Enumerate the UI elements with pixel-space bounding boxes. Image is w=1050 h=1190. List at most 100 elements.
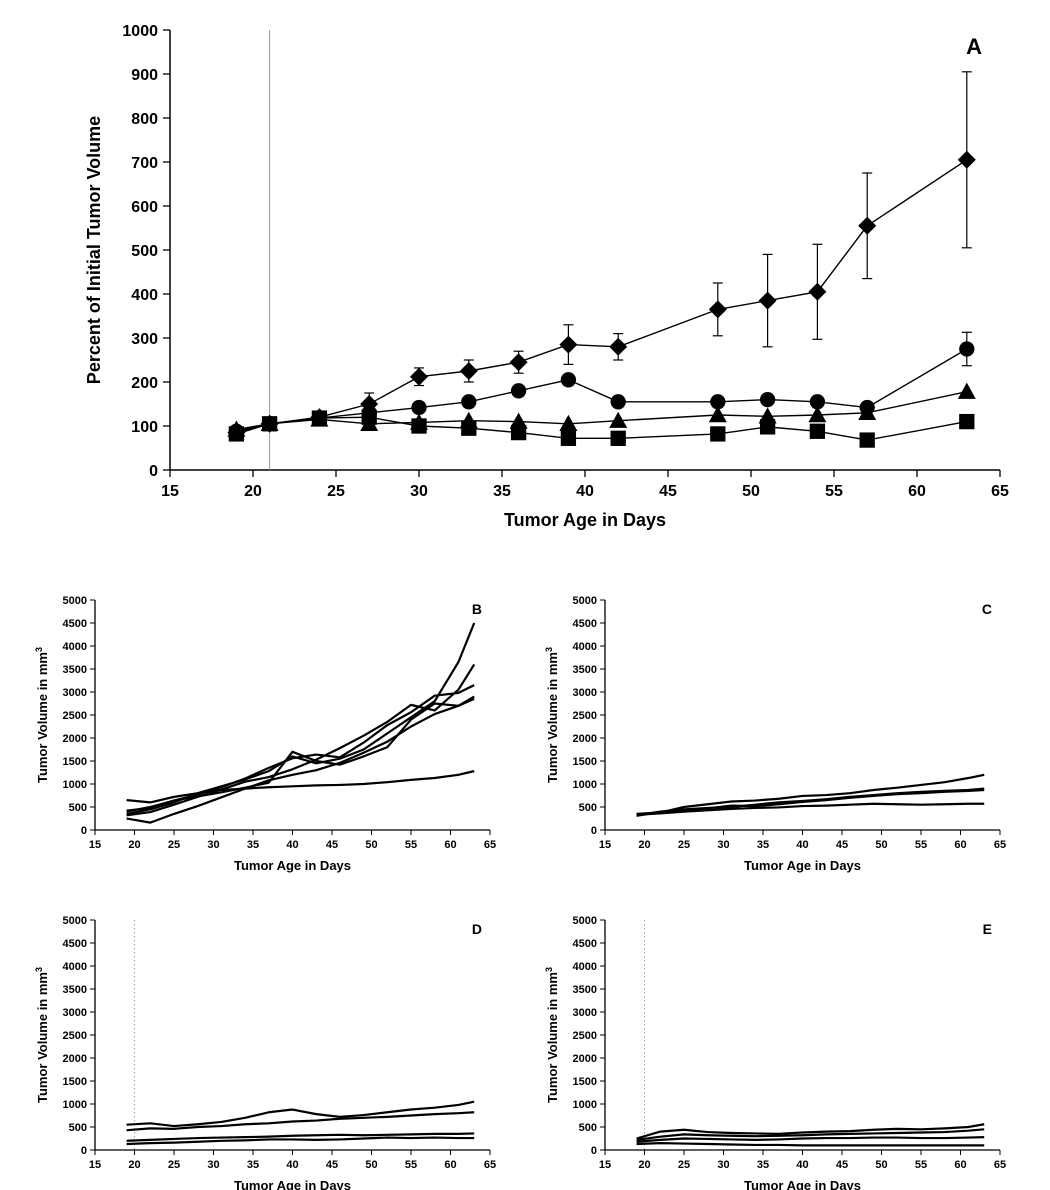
svg-text:15: 15 <box>89 1159 101 1171</box>
svg-text:E: E <box>983 921 992 937</box>
svg-text:50: 50 <box>742 483 760 500</box>
svg-text:500: 500 <box>579 1122 597 1134</box>
svg-text:60: 60 <box>908 483 926 500</box>
svg-text:2500: 2500 <box>573 710 597 722</box>
svg-text:4000: 4000 <box>573 961 597 973</box>
svg-text:25: 25 <box>168 1159 180 1171</box>
svg-text:45: 45 <box>659 483 677 500</box>
svg-text:1500: 1500 <box>63 756 87 768</box>
svg-text:35: 35 <box>247 1159 259 1171</box>
svg-text:55: 55 <box>915 1159 927 1171</box>
svg-text:B: B <box>472 601 482 617</box>
svg-text:Tumor Volume in mm3: Tumor Volume in mm3 <box>34 967 50 1103</box>
svg-text:30: 30 <box>717 1159 729 1171</box>
svg-text:20: 20 <box>638 839 650 851</box>
svg-text:20: 20 <box>638 1159 650 1171</box>
svg-text:2000: 2000 <box>573 1053 597 1065</box>
svg-text:2000: 2000 <box>63 1053 87 1065</box>
svg-text:60: 60 <box>954 1159 966 1171</box>
svg-text:4500: 4500 <box>573 618 597 630</box>
svg-text:30: 30 <box>410 483 428 500</box>
svg-text:3500: 3500 <box>63 984 87 996</box>
svg-text:Tumor Age in Days: Tumor Age in Days <box>504 510 666 530</box>
svg-text:100: 100 <box>131 419 158 436</box>
svg-text:65: 65 <box>994 1159 1006 1171</box>
svg-text:700: 700 <box>131 155 158 172</box>
svg-text:4000: 4000 <box>63 961 87 973</box>
svg-text:15: 15 <box>599 839 611 851</box>
svg-text:0: 0 <box>591 825 597 837</box>
svg-text:20: 20 <box>128 1159 140 1171</box>
svg-text:1000: 1000 <box>63 1099 87 1111</box>
svg-text:Tumor Volume in mm3: Tumor Volume in mm3 <box>34 647 50 783</box>
svg-text:4000: 4000 <box>63 641 87 653</box>
figure: 0100200300400500600700800900100015202530… <box>0 0 1050 1190</box>
svg-text:60: 60 <box>444 839 456 851</box>
svg-text:20: 20 <box>244 483 262 500</box>
svg-text:Tumor Volume in mm3: Tumor Volume in mm3 <box>544 967 560 1103</box>
svg-text:50: 50 <box>875 1159 887 1171</box>
svg-text:2500: 2500 <box>63 710 87 722</box>
svg-text:60: 60 <box>444 1159 456 1171</box>
svg-text:200: 200 <box>131 375 158 392</box>
svg-text:2500: 2500 <box>63 1030 87 1042</box>
svg-text:1000: 1000 <box>573 1099 597 1111</box>
svg-text:4500: 4500 <box>63 938 87 950</box>
svg-text:400: 400 <box>131 287 158 304</box>
svg-text:65: 65 <box>484 1159 496 1171</box>
svg-text:40: 40 <box>286 1159 298 1171</box>
svg-text:500: 500 <box>69 1122 87 1134</box>
svg-text:4500: 4500 <box>573 938 597 950</box>
svg-text:0: 0 <box>81 825 87 837</box>
svg-text:C: C <box>982 601 992 617</box>
svg-text:3000: 3000 <box>63 1007 87 1019</box>
svg-text:3500: 3500 <box>63 664 87 676</box>
svg-text:40: 40 <box>286 839 298 851</box>
multi-panel-chart: 0100200300400500600700800900100015202530… <box>0 0 1050 1190</box>
svg-text:25: 25 <box>678 1159 690 1171</box>
svg-text:900: 900 <box>131 67 158 84</box>
svg-text:50: 50 <box>365 839 377 851</box>
svg-text:300: 300 <box>131 331 158 348</box>
svg-text:45: 45 <box>836 1159 848 1171</box>
svg-text:1000: 1000 <box>573 779 597 791</box>
svg-text:Tumor Age in Days: Tumor Age in Days <box>234 858 351 873</box>
svg-text:50: 50 <box>365 1159 377 1171</box>
svg-text:55: 55 <box>825 483 843 500</box>
svg-text:500: 500 <box>131 243 158 260</box>
svg-text:A: A <box>966 34 982 59</box>
svg-text:2500: 2500 <box>573 1030 597 1042</box>
svg-text:4500: 4500 <box>63 618 87 630</box>
svg-text:25: 25 <box>327 483 345 500</box>
svg-text:35: 35 <box>493 483 511 500</box>
svg-text:45: 45 <box>326 839 338 851</box>
svg-text:3000: 3000 <box>63 687 87 699</box>
svg-text:15: 15 <box>599 1159 611 1171</box>
svg-text:55: 55 <box>405 839 417 851</box>
svg-text:1500: 1500 <box>573 1076 597 1088</box>
svg-text:1500: 1500 <box>63 1076 87 1088</box>
svg-text:Tumor Age in Days: Tumor Age in Days <box>744 858 861 873</box>
svg-text:800: 800 <box>131 111 158 128</box>
svg-text:0: 0 <box>149 463 158 480</box>
svg-text:30: 30 <box>207 1159 219 1171</box>
svg-text:1000: 1000 <box>122 23 158 40</box>
svg-text:40: 40 <box>796 839 808 851</box>
svg-text:Tumor Volume in mm3: Tumor Volume in mm3 <box>544 647 560 783</box>
svg-text:15: 15 <box>161 483 179 500</box>
svg-text:3500: 3500 <box>573 664 597 676</box>
svg-text:45: 45 <box>836 839 848 851</box>
svg-text:3000: 3000 <box>573 687 597 699</box>
svg-text:20: 20 <box>128 839 140 851</box>
svg-text:55: 55 <box>405 1159 417 1171</box>
svg-text:35: 35 <box>757 839 769 851</box>
svg-text:1500: 1500 <box>573 756 597 768</box>
svg-text:40: 40 <box>796 1159 808 1171</box>
svg-text:50: 50 <box>875 839 887 851</box>
svg-text:65: 65 <box>991 483 1009 500</box>
svg-text:0: 0 <box>81 1145 87 1157</box>
svg-text:Tumor Age in Days: Tumor Age in Days <box>744 1178 861 1190</box>
svg-text:5000: 5000 <box>63 595 87 607</box>
svg-text:Percent of Initial Tumor Volum: Percent of Initial Tumor Volume <box>84 116 104 384</box>
svg-text:35: 35 <box>247 839 259 851</box>
